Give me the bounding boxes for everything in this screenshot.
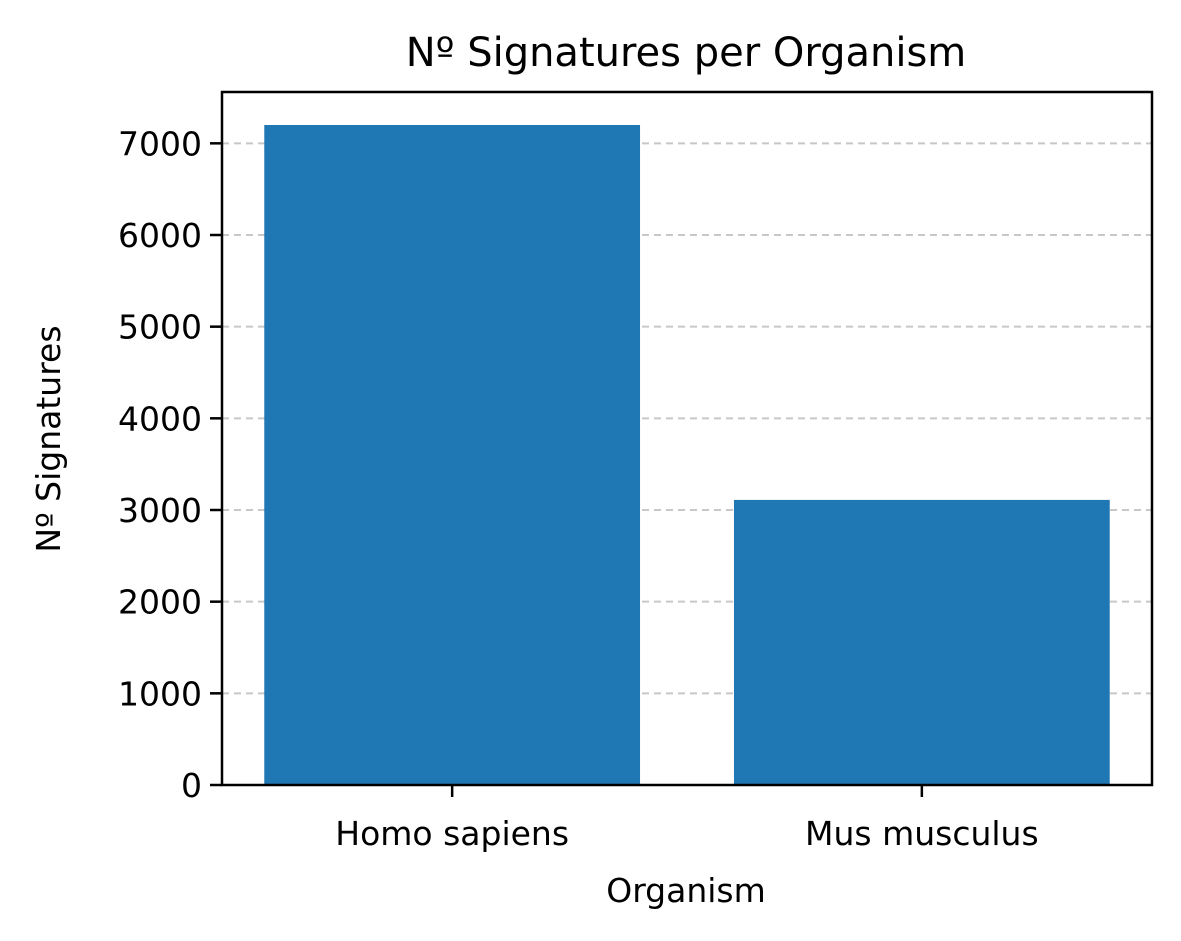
y-tick-label: 3000 <box>118 491 202 530</box>
y-tick-label: 1000 <box>118 674 202 713</box>
bar-homo-sapiens <box>264 125 641 785</box>
x-axis-ticks: Homo sapiens Mus musculus <box>335 785 1039 853</box>
x-axis-label: Organism <box>606 871 766 910</box>
y-axis-label: Nº Signatures <box>29 325 68 552</box>
plot-frame <box>220 90 1154 787</box>
y-tick-label: 4000 <box>118 399 202 438</box>
y-tick-label: 6000 <box>118 216 202 255</box>
y-tick-label: 2000 <box>118 583 202 622</box>
y-axis-ticks: 0 1000 2000 3000 4000 5000 6000 7000 <box>118 124 222 805</box>
x-tick-label: Homo sapiens <box>335 814 569 853</box>
y-tick-label: 0 <box>181 766 202 805</box>
y-tick-label: 7000 <box>118 124 202 163</box>
chart-title: Nº Signatures per Organism <box>406 30 967 76</box>
bars <box>264 125 1110 785</box>
x-tick-label: Mus musculus <box>805 814 1039 853</box>
y-tick-label: 5000 <box>118 308 202 347</box>
bar-mus-musculus <box>733 499 1110 785</box>
